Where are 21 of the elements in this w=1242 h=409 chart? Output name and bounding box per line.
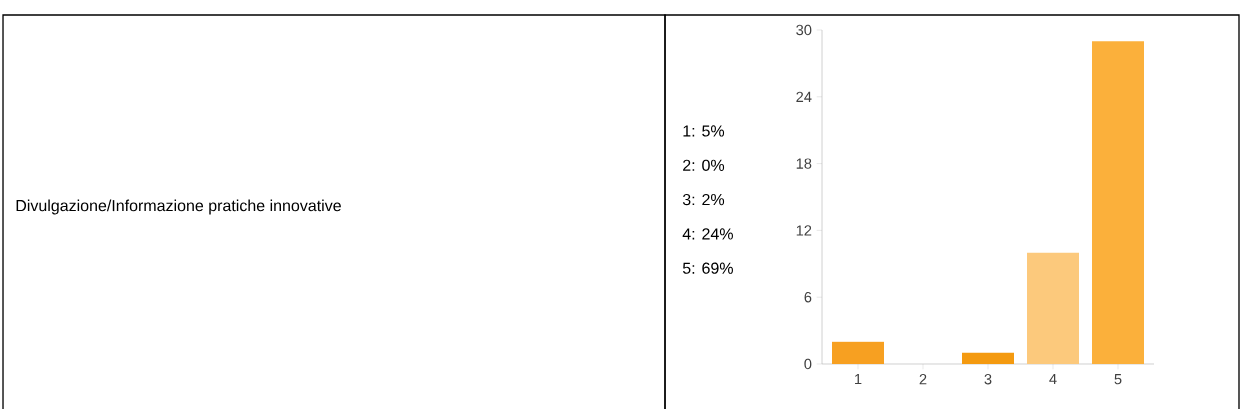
bar (962, 352, 1015, 364)
bar (1027, 252, 1080, 364)
text: 5: 69% (682, 262, 733, 274)
text: 4: 24% (682, 228, 733, 240)
y-tick-label: 18 (796, 158, 812, 169)
x-tick-label: 3 (984, 374, 992, 385)
x-tick-label: 2 (919, 374, 927, 385)
bar (1092, 41, 1145, 364)
x-tick-label: 5 (1114, 374, 1122, 385)
y-tick-label: 6 (804, 292, 812, 303)
y-tick-label: 24 (796, 91, 812, 102)
x-tick-label: 4 (1049, 374, 1057, 385)
text: 1: 5% (683, 125, 725, 137)
x-tick-label: 1 (855, 374, 862, 385)
y-tick-label: 30 (796, 24, 812, 36)
y-tick-label: 12 (796, 225, 812, 236)
bar (832, 341, 884, 364)
y-tick-label: 0 (804, 358, 812, 370)
text: 3: 2% (682, 193, 725, 206)
text: Divulgazione/Informazione pratiche innovative (16, 199, 341, 215)
text: 2: 0% (683, 159, 725, 171)
